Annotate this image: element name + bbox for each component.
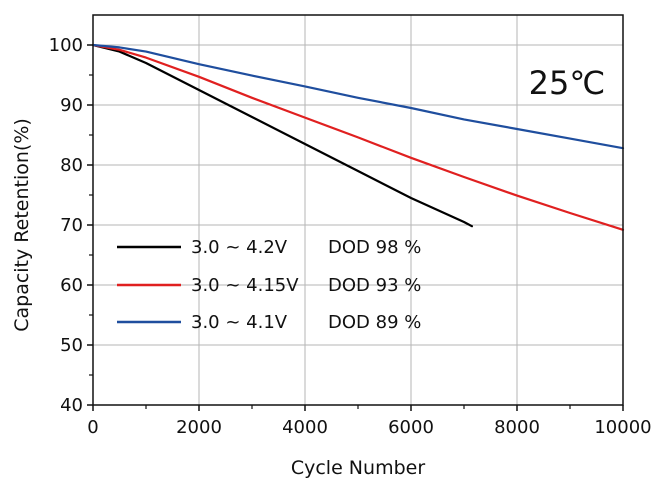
x-tick-label: 0: [87, 417, 98, 438]
series-line-2: [91, 43, 625, 231]
temperature-annotation: 25℃: [529, 64, 606, 102]
legend-dod-1: DOD 98 %: [328, 237, 421, 258]
x-tick-label: 2000: [176, 417, 222, 438]
series-line-1: [91, 43, 473, 228]
tick-labels: 0 2000 4000 6000 8000 10000 40 50 60 70 80 90 100: [49, 35, 652, 438]
x-tick-label: 8000: [494, 417, 540, 438]
y-tick-label: 90: [60, 95, 83, 116]
y-tick-label: 50: [60, 335, 83, 356]
series-line-3: [91, 43, 625, 150]
axis-ticks: [87, 44, 624, 411]
legend-dod-3: DOD 89 %: [328, 312, 421, 333]
x-tick-label: 4000: [282, 417, 328, 438]
y-tick-label: 60: [60, 275, 83, 296]
x-axis-label: Cycle Number: [291, 457, 425, 479]
legend-range-1: 3.0 ~ 4.2V: [191, 237, 288, 258]
legend: 3.0 ~ 4.2V DOD 98 % 3.0 ~ 4.15V DOD 93 % 3.0…: [117, 237, 421, 333]
y-tick-label: 70: [60, 215, 83, 236]
y-tick-label: 40: [60, 395, 83, 416]
x-tick-label: 10000: [594, 417, 651, 438]
legend-range-3: 3.0 ~ 4.1V: [191, 312, 288, 333]
x-tick-label: 6000: [388, 417, 434, 438]
legend-range-2: 3.0 ~ 4.15V: [191, 275, 299, 296]
y-tick-label: 80: [60, 155, 83, 176]
series-lines: [91, 43, 625, 231]
legend-dod-2: DOD 93 %: [328, 275, 421, 296]
grid: [93, 15, 623, 405]
y-axis-label: Capacity Retention(%): [11, 118, 33, 332]
y-tick-label: 100: [49, 35, 83, 56]
